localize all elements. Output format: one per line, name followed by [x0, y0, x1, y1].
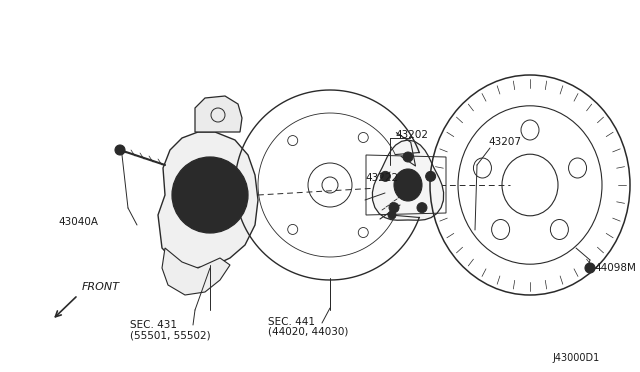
- Text: SEC. 441: SEC. 441: [268, 317, 315, 327]
- Circle shape: [426, 171, 436, 181]
- Polygon shape: [372, 140, 444, 220]
- Circle shape: [388, 211, 396, 219]
- Polygon shape: [158, 132, 258, 268]
- Text: 43222: 43222: [365, 173, 398, 183]
- Polygon shape: [162, 248, 230, 295]
- Circle shape: [172, 157, 248, 233]
- Circle shape: [380, 171, 390, 181]
- Circle shape: [389, 203, 399, 213]
- Text: J43000D1: J43000D1: [553, 353, 600, 363]
- Text: 43202: 43202: [395, 130, 428, 140]
- Polygon shape: [195, 96, 242, 132]
- Circle shape: [403, 152, 413, 162]
- Circle shape: [417, 203, 427, 213]
- Text: (44020, 44030): (44020, 44030): [268, 327, 348, 337]
- Text: 44098M: 44098M: [594, 263, 636, 273]
- Ellipse shape: [394, 169, 422, 201]
- Text: FRONT: FRONT: [82, 282, 120, 292]
- Text: (55501, 55502): (55501, 55502): [130, 330, 211, 340]
- Text: 43207: 43207: [488, 137, 521, 147]
- Text: SEC. 431: SEC. 431: [130, 320, 177, 330]
- Circle shape: [115, 145, 125, 155]
- Text: 43040A: 43040A: [58, 217, 98, 227]
- Circle shape: [585, 263, 595, 273]
